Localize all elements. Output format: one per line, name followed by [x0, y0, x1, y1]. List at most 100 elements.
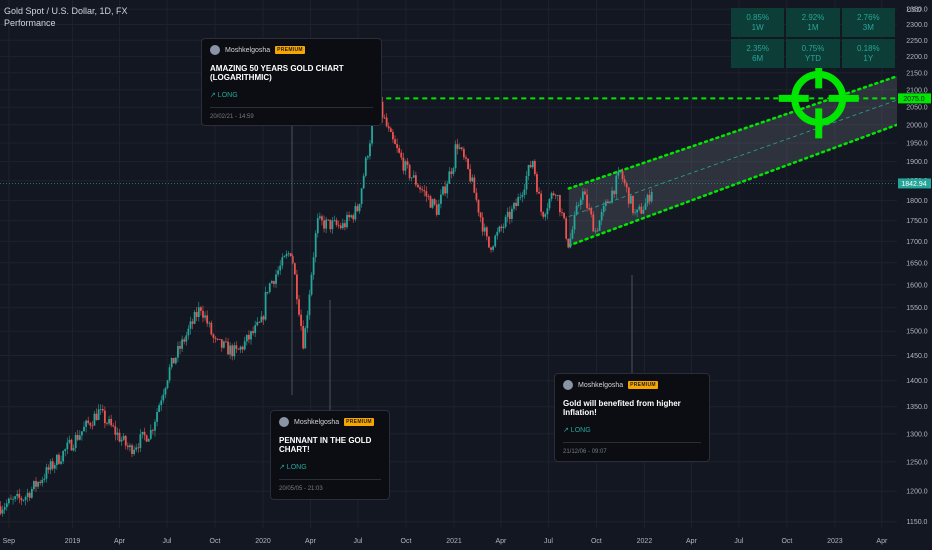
perf-cell-ytd: 0.75% YTD — [786, 39, 840, 68]
idea-title: PENNANT IN THE GOLD CHART! — [279, 436, 372, 454]
candlesticks — [0, 96, 653, 517]
candle-body — [97, 409, 100, 421]
candle-body — [335, 220, 338, 225]
candle-body — [122, 435, 125, 440]
idea-author: Moshkelgosha PREMIUM — [563, 380, 701, 390]
avatar — [279, 417, 289, 427]
price-axis[interactable]: USD 1150.0 1200.0 1250.0 1300.0 1350.0 1400.0 1… — [897, 0, 932, 550]
candle-body — [137, 447, 140, 449]
candle-body — [471, 177, 474, 182]
candle-body — [68, 439, 71, 443]
candle-body — [504, 216, 507, 227]
candle-body — [483, 227, 486, 232]
candle-body — [208, 322, 211, 324]
candle-body — [306, 315, 309, 329]
premium-badge: PREMIUM — [275, 46, 305, 54]
candle-body — [49, 461, 52, 470]
candle-body — [212, 334, 215, 338]
candle-body — [133, 449, 136, 455]
y-tick-label: 1600.0 — [906, 282, 928, 289]
candle-body — [417, 184, 419, 188]
candle-body — [458, 147, 461, 149]
candle-body — [0, 506, 2, 514]
channel-lower-line — [567, 123, 899, 247]
candle-body — [179, 346, 181, 349]
candle-body — [475, 192, 478, 200]
x-tick-label: Apr — [114, 538, 126, 545]
candle-body — [329, 219, 332, 230]
candle-body — [87, 420, 90, 423]
candle-body — [118, 432, 121, 442]
candle-body — [108, 418, 110, 424]
candle-body — [452, 168, 455, 174]
candle-body — [277, 270, 280, 275]
candle-body — [356, 206, 359, 212]
candle-body — [454, 144, 457, 169]
y-tick-label: 2000.0 — [906, 122, 928, 129]
candle-body — [37, 481, 39, 487]
candle-body — [51, 461, 54, 469]
candle-body — [385, 117, 388, 127]
candle-body — [502, 226, 505, 229]
candle-body — [193, 312, 196, 324]
candle-body — [462, 149, 465, 158]
candle-body — [546, 208, 549, 215]
candle-body — [210, 322, 213, 335]
perf-period: 1W — [751, 22, 764, 32]
y-tick-label: 2100.0 — [906, 87, 928, 94]
candle-body — [158, 405, 161, 412]
candle-body — [16, 493, 19, 497]
candle-body — [481, 217, 484, 232]
idea-author: Moshkelgosha PREMIUM — [210, 45, 373, 55]
candle-body — [147, 438, 150, 442]
candle-body — [216, 338, 219, 340]
candle-body — [195, 312, 198, 318]
candle-body — [296, 274, 298, 300]
idea-card[interactable]: Moshkelgosha PREMIUM AMAZING 50 YEARS GO… — [201, 38, 382, 126]
candle-body — [544, 214, 547, 217]
candle-body — [404, 161, 407, 171]
candle-body — [427, 196, 430, 198]
y-tick-label: 1500.0 — [906, 329, 928, 336]
candle-body — [540, 193, 543, 212]
axis-unit: USD — [907, 7, 922, 14]
y-tick-label: 2300.0 — [906, 22, 928, 29]
author-name: Moshkelgosha — [225, 46, 271, 54]
candle-body — [26, 492, 29, 498]
x-tick-label: 2023 — [827, 538, 843, 545]
y-tick-label: 2050.0 — [906, 105, 928, 112]
candle-body — [170, 357, 173, 368]
candle-body — [268, 283, 271, 292]
indicator-label[interactable]: Performance — [4, 18, 56, 28]
time-axis[interactable]: Sep 2019 Apr Jul Oct 2020 Apr Jul Oct 2021 Apr Jul O… — [0, 528, 932, 550]
avatar — [210, 45, 220, 55]
candle-body — [396, 144, 399, 149]
perf-value: 0.18% — [856, 43, 880, 53]
candle-body — [33, 480, 35, 489]
idea-card[interactable]: Moshkelgosha PREMIUM Gold will benefited… — [554, 373, 710, 462]
symbol-title: Gold Spot / U.S. Dollar, 1D, FX — [4, 6, 128, 16]
candle-body — [260, 316, 263, 323]
candle-body — [600, 212, 603, 221]
candle-body — [41, 479, 44, 484]
channel-mid-line — [568, 99, 898, 217]
candle-body — [563, 212, 565, 219]
candle-body — [550, 193, 553, 200]
candle-body — [281, 257, 284, 266]
candle-body — [70, 439, 73, 451]
candle-body — [531, 160, 534, 168]
x-tick-label: Jul — [734, 538, 743, 545]
candle-body — [91, 425, 94, 427]
candle-body — [494, 235, 497, 247]
candle-body — [229, 345, 232, 355]
perf-cell-1y: 0.18% 1Y — [841, 39, 895, 68]
candle-body — [154, 421, 156, 431]
divider — [563, 442, 701, 443]
candle-body — [498, 226, 501, 232]
candle-body — [74, 434, 77, 449]
idea-card[interactable]: Moshkelgosha PREMIUM PENNANT IN THE GOLD… — [270, 410, 390, 500]
candle-body — [30, 488, 33, 498]
candle-body — [362, 175, 365, 189]
candle-body — [429, 196, 432, 208]
